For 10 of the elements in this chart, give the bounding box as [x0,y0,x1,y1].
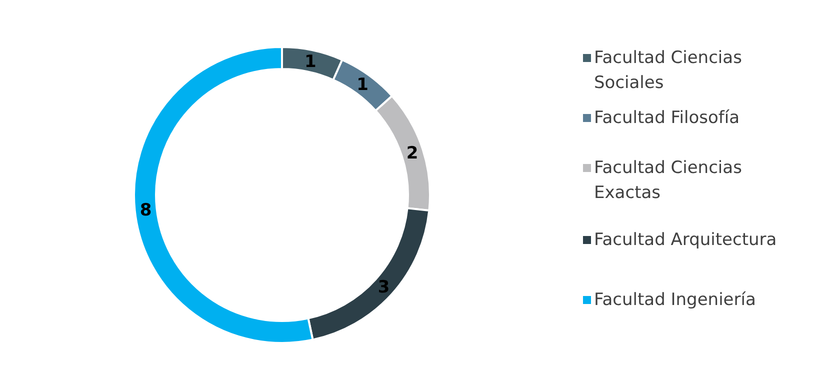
data-label: 1 [356,75,368,96]
legend-label: Facultad Ingeniería [594,290,756,310]
data-label: 3 [378,278,390,298]
data-label: 1 [304,52,316,72]
legend-label: Facultad Ciencias Exactas [594,158,742,203]
legend-label: Facultad Ciencias Sociales [594,48,742,93]
legend-label: Facultad Arquitectura [594,230,777,250]
legend-label: Facultad Filosofía [594,108,740,128]
data-label: 8 [140,200,152,220]
data-label: 2 [406,144,418,164]
